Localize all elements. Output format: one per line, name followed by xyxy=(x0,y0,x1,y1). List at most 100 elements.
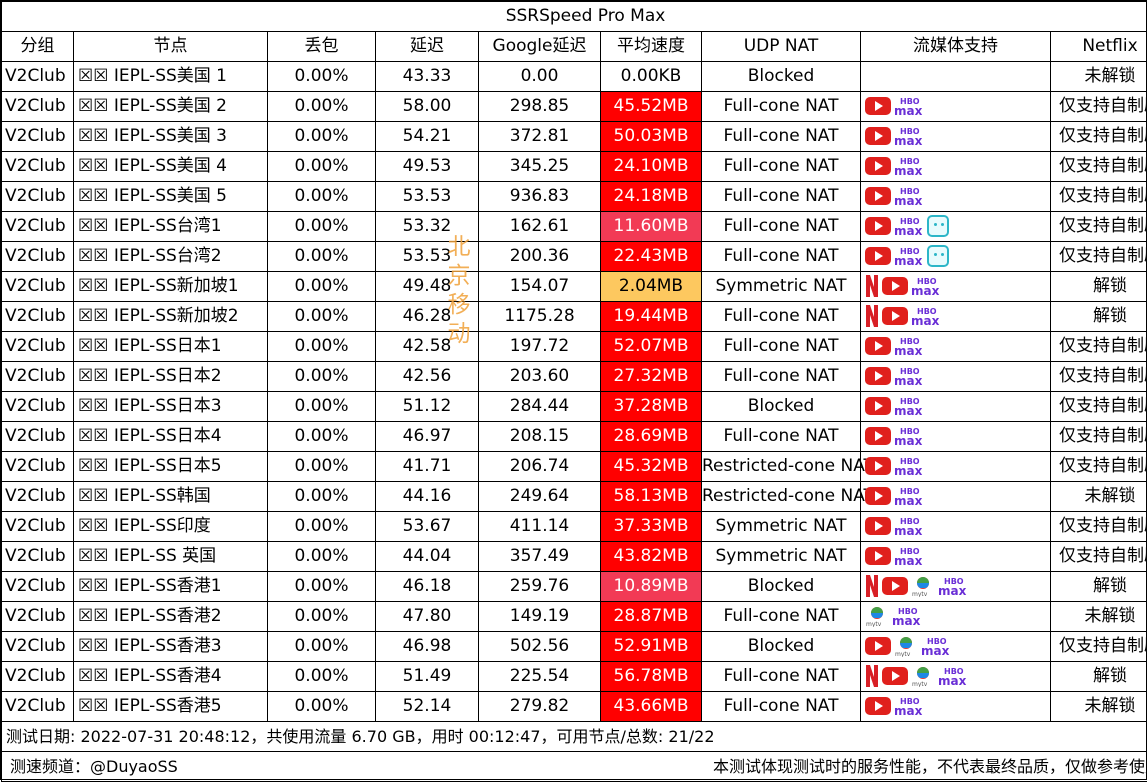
row-google-latency: 345.25 xyxy=(479,152,601,182)
row-node: ☒☒ IEPL-SS日本4 xyxy=(74,422,268,452)
row-loss: 0.00% xyxy=(268,92,376,122)
row-google-latency: 162.61 xyxy=(479,212,601,242)
youtube-icon xyxy=(865,157,891,175)
youtube-icon xyxy=(865,487,891,505)
row-latency: 42.56 xyxy=(376,362,479,392)
row-netflix: 解锁 xyxy=(1051,662,1147,692)
row-node: ☒☒ IEPL-SS香港5 xyxy=(74,692,268,722)
svg-text:max: max xyxy=(911,314,940,327)
row-udp-nat: Full-cone NAT xyxy=(702,152,861,182)
svg-text:max: max xyxy=(894,494,923,507)
row-netflix: 仅支持自制剧 xyxy=(1051,392,1147,422)
row-loss: 0.00% xyxy=(268,542,376,572)
row-google-latency: 200.36 xyxy=(479,242,601,272)
row-node: ☒☒ IEPL-SS日本5 xyxy=(74,452,268,482)
svg-text:max: max xyxy=(894,524,923,537)
footer-channel: 测速频道：@DuyaoSS xyxy=(10,752,178,781)
header-avg-speed: 平均速度 xyxy=(601,32,702,62)
row-google-latency: 357.49 xyxy=(479,542,601,572)
row-netflix: 仅支持自制剧 xyxy=(1051,92,1147,122)
row-group: V2Club xyxy=(2,362,74,392)
svg-text:max: max xyxy=(938,674,967,687)
svg-text:max: max xyxy=(894,704,923,717)
row-avg-speed: 43.82MB xyxy=(601,542,702,572)
row-group: V2Club xyxy=(2,542,74,572)
row-latency: 58.00 xyxy=(376,92,479,122)
row-latency: 52.14 xyxy=(376,692,479,722)
row-avg-speed: 11.60MB xyxy=(601,212,702,242)
row-node: ☒☒ IEPL-SS香港1 xyxy=(74,572,268,602)
row-udp-nat: Full-cone NAT xyxy=(702,692,861,722)
row-latency: 49.53 xyxy=(376,152,479,182)
row-netflix: 未解锁 xyxy=(1051,62,1147,92)
header-netflix: Netflix xyxy=(1051,32,1147,62)
row-netflix: 仅支持自制剧 xyxy=(1051,212,1147,242)
row-netflix: 仅支持自制剧 xyxy=(1051,542,1147,572)
row-loss: 0.00% xyxy=(268,662,376,692)
row-node: ☒☒ IEPL-SS日本1 xyxy=(74,332,268,362)
row-loss: 0.00% xyxy=(268,152,376,182)
row-latency: 54.21 xyxy=(376,122,479,152)
svg-text:max: max xyxy=(894,464,923,477)
row-netflix: 未解锁 xyxy=(1051,482,1147,512)
svg-text:max: max xyxy=(894,374,923,387)
netflix-icon xyxy=(865,574,879,598)
row-latency: 44.16 xyxy=(376,482,479,512)
row-avg-speed: 28.87MB xyxy=(601,602,702,632)
tvb-icon: mytv xyxy=(911,575,935,597)
row-node: ☒☒ IEPL-SS日本3 xyxy=(74,392,268,422)
watermark: 北 京 移 动 xyxy=(444,233,474,349)
bilibili-icon xyxy=(927,245,949,267)
row-latency: 53.53 xyxy=(376,182,479,212)
row-udp-nat: Full-cone NAT xyxy=(702,302,861,332)
row-avg-speed: 37.28MB xyxy=(601,392,702,422)
row-google-latency: 206.74 xyxy=(479,452,601,482)
youtube-icon xyxy=(865,517,891,535)
row-netflix: 解锁 xyxy=(1051,572,1147,602)
row-google-latency: 279.82 xyxy=(479,692,601,722)
row-avg-speed: 50.03MB xyxy=(601,122,702,152)
footer-row-1: 测试日期: 2022-07-31 20:48:12，共使用流量 6.70 GB，… xyxy=(2,722,1147,752)
svg-text:max: max xyxy=(894,404,923,417)
netflix-icon xyxy=(865,664,879,688)
row-google-latency: 284.44 xyxy=(479,392,601,422)
row-node: ☒☒ IEPL-SS香港3 xyxy=(74,632,268,662)
row-latency: 53.67 xyxy=(376,512,479,542)
row-node: ☒☒ IEPL-SS美国 3 xyxy=(74,122,268,152)
svg-text:max: max xyxy=(894,224,923,237)
row-node: ☒☒ IEPL-SS美国 5 xyxy=(74,182,268,212)
tvb-icon: mytv xyxy=(911,665,935,687)
row-avg-speed: 58.13MB xyxy=(601,482,702,512)
row-google-latency: 203.60 xyxy=(479,362,601,392)
row-node: ☒☒ IEPL-SS 英国 xyxy=(74,542,268,572)
row-udp-nat: Full-cone NAT xyxy=(702,362,861,392)
row-udp-nat: Restricted-cone NAT xyxy=(702,482,861,512)
row-loss: 0.00% xyxy=(268,212,376,242)
youtube-icon xyxy=(865,697,891,715)
row-loss: 0.00% xyxy=(268,302,376,332)
row-netflix: 解锁 xyxy=(1051,302,1147,332)
svg-text:max: max xyxy=(894,104,923,117)
row-avg-speed: 24.10MB xyxy=(601,152,702,182)
row-node: ☒☒ IEPL-SS美国 4 xyxy=(74,152,268,182)
